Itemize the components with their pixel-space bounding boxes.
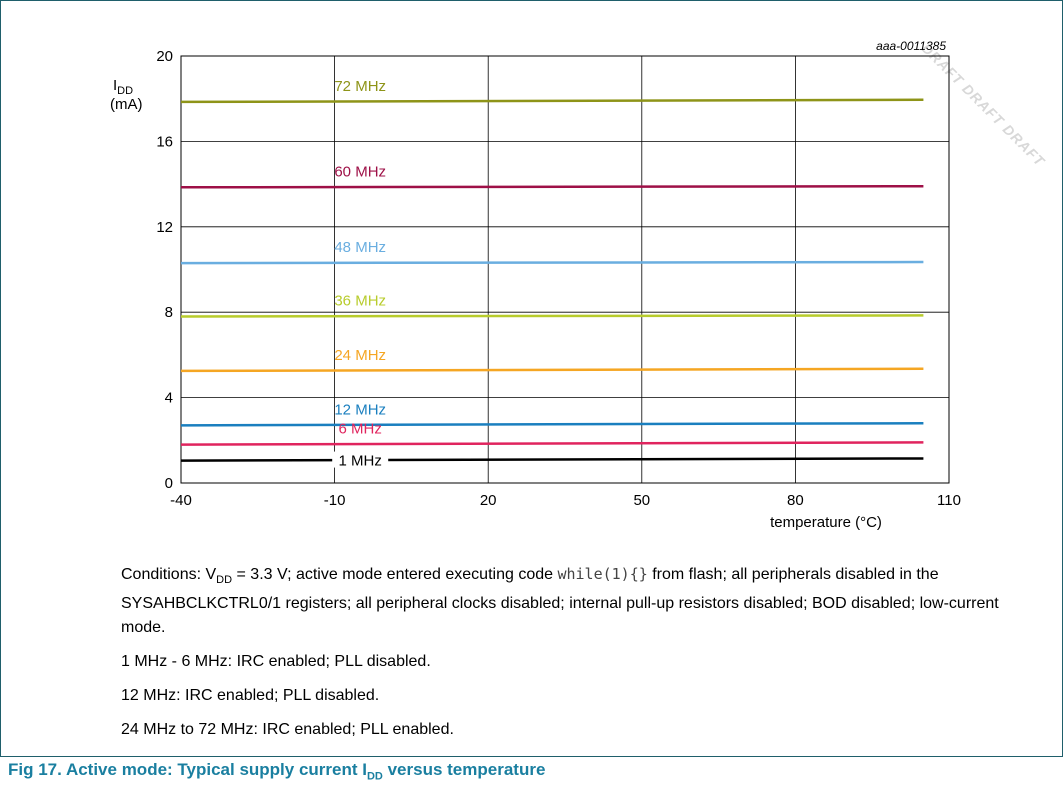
series-line-0 [180, 98, 924, 104]
series-line-6 [180, 441, 924, 446]
series-line-2 [180, 260, 924, 265]
x-axis-label: temperature (°C) [770, 514, 882, 531]
series-line-4 [180, 367, 924, 373]
y-tick-label: 20 [156, 48, 173, 65]
series-label-4: 24 MHz [334, 347, 386, 364]
series-label-1: 60 MHz [334, 163, 386, 180]
series-label-3: 36 MHz [334, 292, 386, 309]
series-label-6: 6 MHz [339, 421, 382, 438]
x-tick-label: 20 [480, 492, 497, 509]
series-label-5: 12 MHz [334, 401, 386, 418]
note-line-1: 1 MHz - 6 MHz: IRC enabled; PLL disabled… [121, 653, 431, 671]
y-axis-unit: (mA) [110, 96, 143, 113]
notes: Conditions: VDD = 3.3 V; active mode ent… [121, 562, 1021, 752]
series-label-bg [332, 451, 389, 468]
x-tick-label: 50 [633, 492, 650, 509]
x-tick-label: 110 [937, 492, 961, 509]
y-tick-label: 16 [156, 133, 173, 150]
series-labels: 72 MHz 60 MHz 48 MHz 36 MHz 24 MHz 12 MHz 6 MH… [332, 78, 389, 470]
series-line-3 [180, 314, 924, 318]
figure-id: aaa-0011385 [876, 39, 946, 53]
note-line-2: 12 MHz: IRC enabled; PLL disabled. [121, 687, 380, 705]
tick-labels: 0 4 8 12 16 20 -40 -10 20 50 80 110 [156, 48, 961, 509]
y-tick-label: 0 [165, 475, 173, 492]
chart: 0 4 8 12 16 20 -40 -10 20 50 80 110 72 MHz 60 MHz 48 … [110, 39, 961, 531]
series-label-2: 48 MHz [334, 239, 386, 256]
y-tick-label: 8 [165, 304, 173, 321]
y-axis-label: IDD [113, 77, 133, 97]
series-lines [180, 98, 924, 462]
x-tick-label: 80 [787, 492, 804, 509]
y-tick-label: 4 [165, 390, 173, 407]
x-tick-label: -40 [170, 492, 192, 509]
conditions-note: Conditions: VDD = 3.3 V; active mode ent… [121, 565, 999, 637]
series-label-7: 1 MHz [339, 453, 382, 470]
series-label-0: 72 MHz [334, 78, 386, 95]
note-line-3: 24 MHz to 72 MHz: IRC enabled; PLL enabl… [121, 721, 454, 739]
x-tick-label: -10 [324, 492, 346, 509]
series-line-5 [180, 421, 924, 427]
series-line-7 [180, 457, 924, 462]
y-tick-label: 12 [156, 219, 173, 236]
series-line-1 [180, 184, 924, 189]
plot-area [180, 55, 950, 484]
figure-caption: Fig 17. Active mode: Typical supply curr… [8, 760, 546, 783]
grid [180, 55, 950, 484]
